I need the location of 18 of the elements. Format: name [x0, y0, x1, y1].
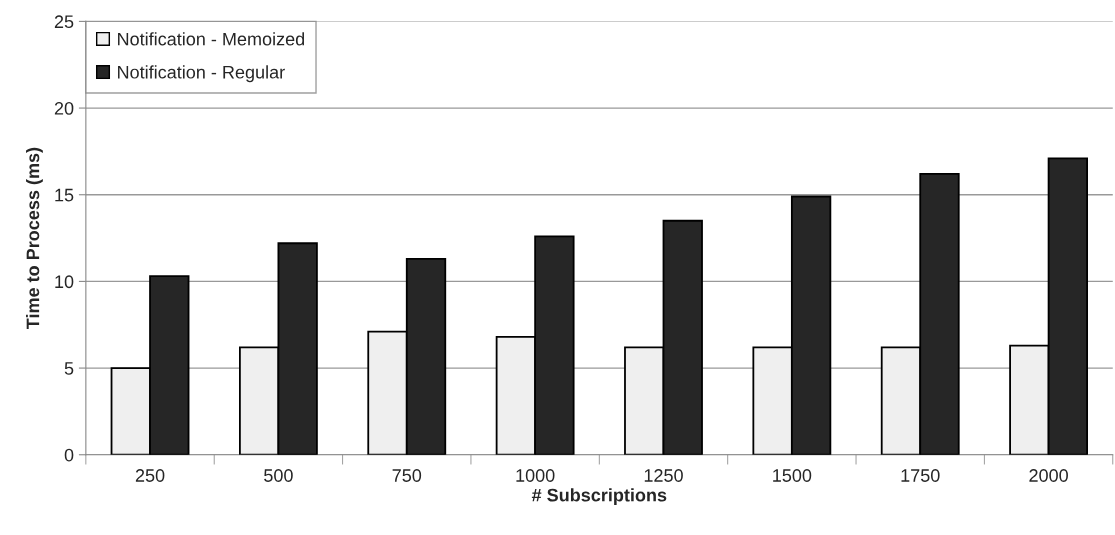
- x-tick-label: 1250: [644, 469, 683, 482]
- y-tick-label: 15: [55, 188, 74, 202]
- x-tick-label: 1750: [901, 469, 940, 482]
- x-tick-label: 250: [135, 469, 165, 482]
- x-tick-label: 750: [392, 469, 422, 482]
- legend-label: Notification - Regular: [118, 65, 285, 83]
- x-tick-label: 1000: [516, 469, 555, 482]
- y-tick-label: 0: [64, 448, 74, 462]
- y-axis-title: Time to Process (ms): [26, 147, 43, 330]
- x-tick-label: 2000: [1029, 469, 1068, 482]
- y-tick-label: 10: [55, 275, 74, 289]
- y-tick-label: 5: [64, 362, 74, 375]
- y-tick-label: 25: [54, 15, 74, 29]
- legend-label: Notification - Memoized: [118, 32, 305, 46]
- y-tick-label: 20: [54, 102, 74, 115]
- x-tick-label: 500: [264, 469, 293, 482]
- x-tick-label: 1500: [773, 469, 812, 482]
- x-axis-title: # Subscriptions: [531, 488, 667, 506]
